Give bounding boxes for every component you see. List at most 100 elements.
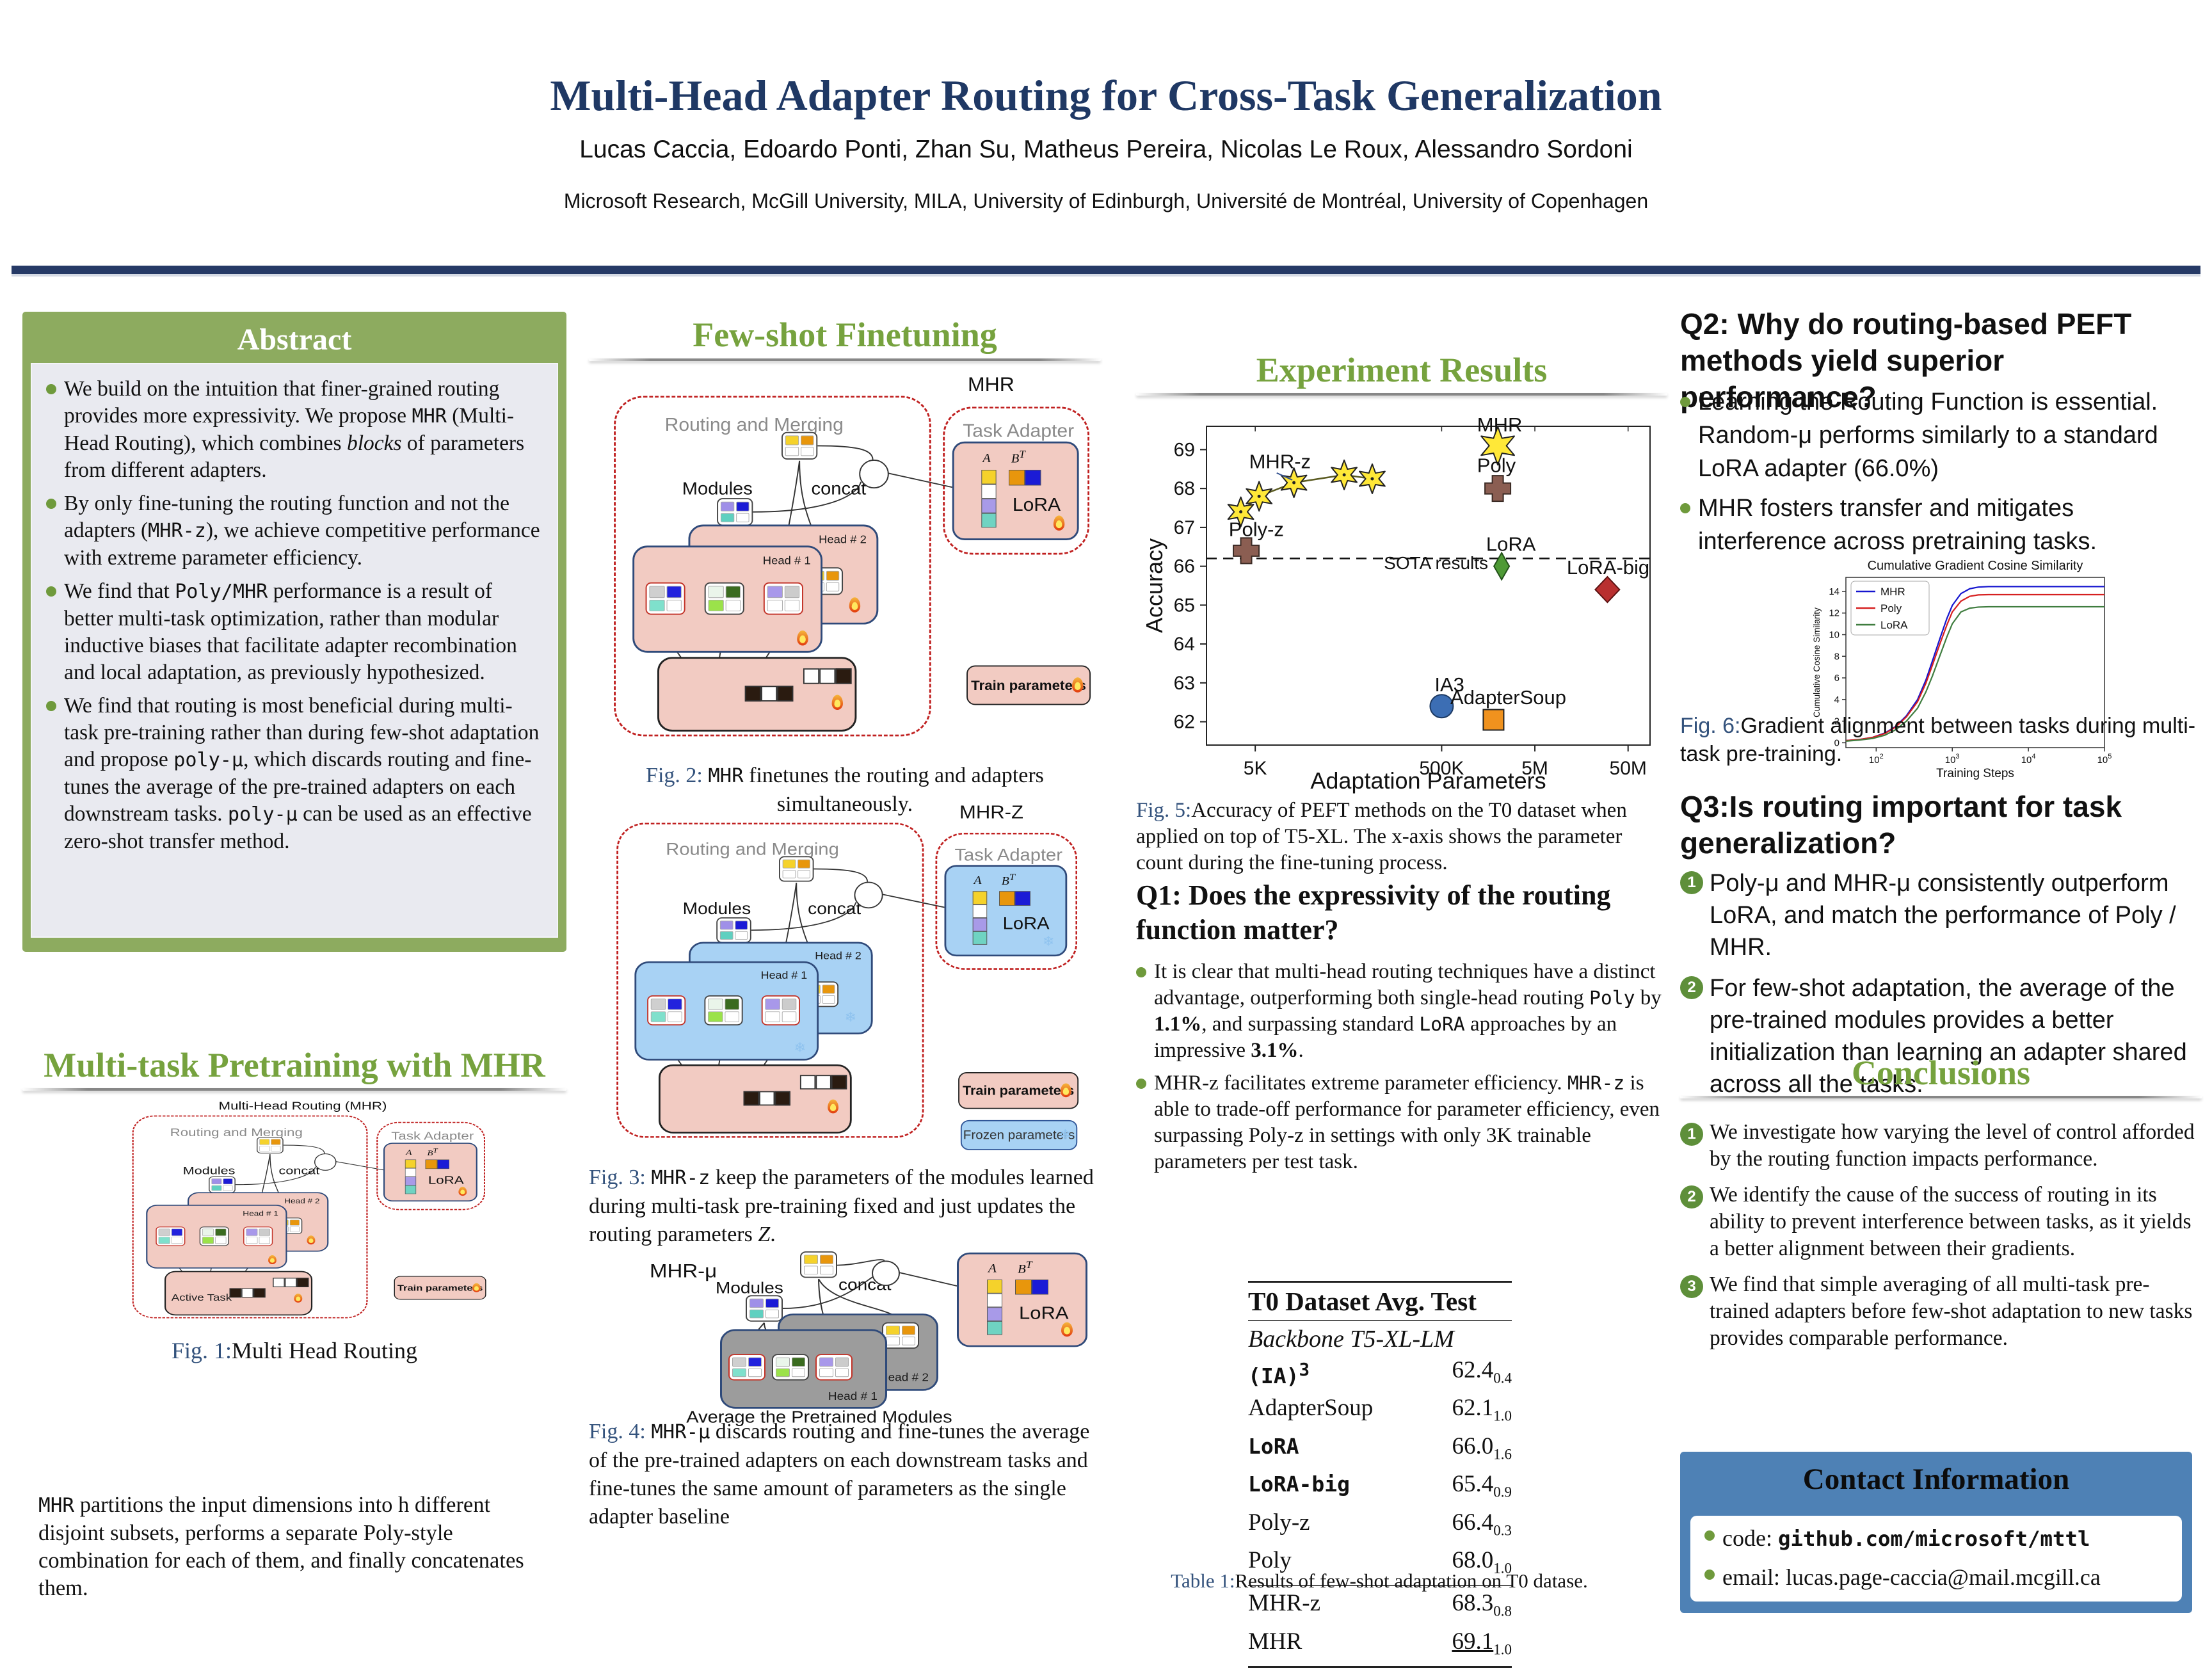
module-chip	[209, 1176, 236, 1193]
q2-bullet: Learning the Routing Function is essenti…	[1680, 385, 2202, 485]
figure1-caption: Fig. 1:Multi Head Routing	[22, 1337, 566, 1365]
lora-label: LoRA	[1002, 913, 1050, 933]
b-row-blocks	[1009, 469, 1041, 486]
train-params-legend: Train parameters	[966, 665, 1091, 705]
q3-list: 1 Poly-μ and MHR-μ consistently outperfor…	[1680, 867, 2202, 1109]
method-cell: LoRA-big	[1248, 1472, 1350, 1497]
method-cell: Poly	[1248, 1546, 1292, 1573]
contact-code: code: github.com/microsoft/mttl	[1704, 1522, 2170, 1555]
value-cell: 68.01.0	[1452, 1546, 1512, 1577]
caption-text: MHR-μ discards routing and fine-tunes th…	[589, 1420, 1090, 1529]
section-pretraining-title: Multi-task Pretraining with MHR	[44, 1046, 545, 1084]
figure2-caption: Fig. 2: MHR finetunes the routing and ad…	[579, 762, 1110, 819]
matrix-a-label: A	[982, 450, 991, 465]
svg-text:AdapterSoup: AdapterSoup	[1450, 686, 1566, 709]
module-chip	[647, 995, 686, 1025]
module-chip	[746, 1295, 783, 1322]
svg-text:65: 65	[1174, 595, 1195, 616]
divider	[1680, 1096, 2202, 1098]
flame-icon	[472, 1283, 481, 1292]
divider	[22, 1088, 566, 1091]
method-cell: MHR	[1248, 1628, 1302, 1655]
caption-text: Gradient alignment between tasks during …	[1680, 714, 2196, 766]
head1-box: Head # 1	[146, 1205, 287, 1269]
figure6-chart: Cumulative Gradient Cosine Similarity 0 2 4…	[1811, 556, 2112, 784]
head2-label: Head # 2	[815, 950, 862, 962]
q1-bullet: It is clear that multi-head routing tech…	[1136, 959, 1667, 1064]
bullet-icon	[1136, 1079, 1146, 1089]
value-cell: 68.30.8	[1452, 1590, 1512, 1619]
concat-node	[854, 881, 883, 909]
svg-text:MHR-z: MHR-z	[1249, 451, 1311, 473]
q1-bullet-text: It is clear that multi-head routing tech…	[1154, 960, 1662, 1062]
item-number-icon: 2	[1680, 976, 1703, 999]
svg-text:10: 10	[1829, 630, 1839, 641]
matrix-a-label: A	[988, 1261, 997, 1275]
svg-text:12: 12	[1829, 608, 1839, 619]
caption-text: Results of few-shot adaptation on T0 dat…	[1235, 1570, 1588, 1592]
figure4-diagram: MHR-μ Modules concat Head # 2 Head # 1 A BT …	[589, 1251, 1101, 1427]
head1-label: Head # 1	[760, 969, 808, 982]
b-row-blocks	[425, 1159, 449, 1169]
task-adapter-dashed-box	[376, 1121, 486, 1210]
svg-text:66: 66	[1174, 556, 1195, 577]
scatter-plot: 62 63 64 65 66 67 68 69 5K 500K 5M 50M Adaptation Pa…	[1141, 413, 1651, 794]
module-chip	[645, 582, 685, 615]
lora-label: LoRA	[1012, 494, 1061, 515]
bullet-icon	[1680, 397, 1690, 407]
bullet-icon	[46, 586, 56, 597]
line-chart: Cumulative Gradient Cosine Similarity 0 2 4…	[1812, 559, 2112, 780]
concat-node	[872, 1260, 900, 1286]
table-title: T0 Dataset Avg. Test	[1248, 1287, 1477, 1316]
svg-text:4: 4	[1834, 694, 1839, 705]
conclusions-list: 1 We investigate how varying the level of…	[1680, 1119, 2202, 1361]
q1-list: It is clear that multi-head routing tech…	[1136, 959, 1667, 1182]
bullet-icon	[1136, 967, 1146, 977]
q3-item: 2 For few-shot adaptation, the average of…	[1680, 972, 2202, 1100]
value-cell: 66.01.6	[1452, 1433, 1512, 1463]
task-adapter-dashed-box	[935, 832, 1078, 970]
pretraining-body: MHR partitions the input dimensions into…	[38, 1493, 524, 1600]
routing-merging-label: Routing and Merging	[664, 413, 844, 435]
module-chip	[882, 1322, 919, 1349]
lora-label: LoRA	[1019, 1303, 1069, 1323]
avg-pretrained-label: Average the Pretrained Modules	[686, 1408, 952, 1427]
table-rule	[1248, 1320, 1512, 1321]
figure3-caption: Fig. 3: MHR-z keep the parameters of the…	[589, 1164, 1107, 1249]
caption-text: Accuracy of PEFT methods on the T0 datas…	[1136, 799, 1627, 874]
svg-text:0: 0	[1834, 737, 1839, 748]
lora-adapter-box: A BT LoRA	[952, 441, 1079, 540]
module-chip	[772, 1354, 809, 1381]
table-row: LoRA 66.01.6	[1248, 1431, 1512, 1469]
svg-text:2: 2	[1834, 716, 1839, 727]
routing-merging-box	[614, 396, 931, 737]
svg-text:62: 62	[1174, 712, 1195, 733]
figure3-diagram: MHR-Z Routing and Merging Modules concat Hea…	[598, 798, 1080, 1157]
head2-label: Head # 2	[879, 1372, 929, 1384]
lora-label: LoRA	[428, 1173, 464, 1187]
q2-bullet-text: Learning the Routing Function is essenti…	[1698, 389, 2158, 482]
diagram-title: MHR	[968, 373, 1014, 396]
method-cell: AdapterSoup	[1248, 1395, 1374, 1422]
bullet-icon	[1704, 1570, 1715, 1580]
module-chip	[704, 582, 744, 615]
caption-prefix: Fig. 4:	[589, 1420, 652, 1443]
frozen-params-legend: Frozen parameters ❄	[960, 1120, 1078, 1150]
q1-bullet: MHR-z facilitates extreme parameter effi…	[1136, 1070, 1667, 1175]
q2-list: Learning the Routing Function is essenti…	[1680, 385, 2202, 565]
svg-text:64: 64	[1174, 634, 1195, 655]
concat-label: concat	[278, 1164, 320, 1177]
contact-code-text: code: github.com/microsoft/mttl	[1722, 1525, 2090, 1551]
abstract-bullet: We find that Poly/MHR performance is a r…	[46, 578, 545, 686]
module-chip	[779, 856, 814, 882]
svg-text:LoRA: LoRA	[1486, 533, 1536, 555]
concat-node	[314, 1153, 337, 1171]
module-chip	[717, 498, 753, 526]
matrix-b-label: BT	[427, 1146, 438, 1157]
train-params-legend: Train parameters	[394, 1276, 486, 1300]
figure6-caption: Fig. 6:Gradient alignment between tasks …	[1680, 712, 2202, 768]
matrix-b-label: BT	[1018, 1258, 1032, 1276]
abstract-bullet: By only fine-tuning the routing function…	[46, 490, 545, 572]
bullet-icon	[1680, 503, 1690, 513]
svg-text:Poly: Poly	[1477, 454, 1516, 477]
